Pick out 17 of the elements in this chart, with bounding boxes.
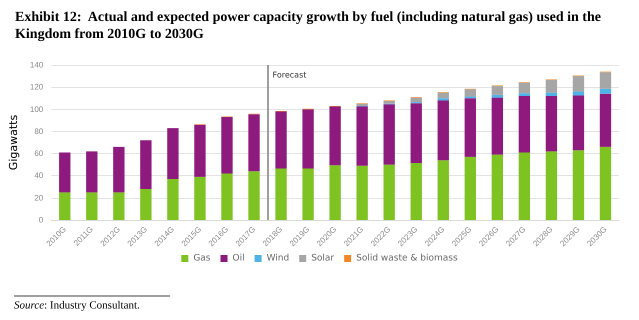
source-note: Source: Industry Consultant. [14,300,140,312]
y-tick-label: 60 [34,149,44,158]
legend-label: Gas [193,254,211,264]
y-tick-label: 20 [34,193,44,202]
y-tick-label: 140 [30,60,44,70]
y-tick-label: 0 [38,216,44,224]
y-tick-label: 40 [34,171,44,180]
legend-label: Wind [266,254,290,264]
y-tick-label: 100 [30,104,44,114]
y-tick-label: 120 [30,82,44,92]
legend-label: Solar [311,254,334,264]
y-axis-title: Gigawatts [7,114,20,170]
chart-title: Exhibit 12: Actual and expected power capacity growth by fuel (including natural gas) used in the Kingdom from 2010G to 2030G [15,10,604,42]
ref-line-label: Forecast [272,70,306,80]
y-tick-label: 80 [34,126,44,136]
legend-label: Oil [232,254,245,264]
legend-label: Solid waste & biomass [356,254,458,264]
